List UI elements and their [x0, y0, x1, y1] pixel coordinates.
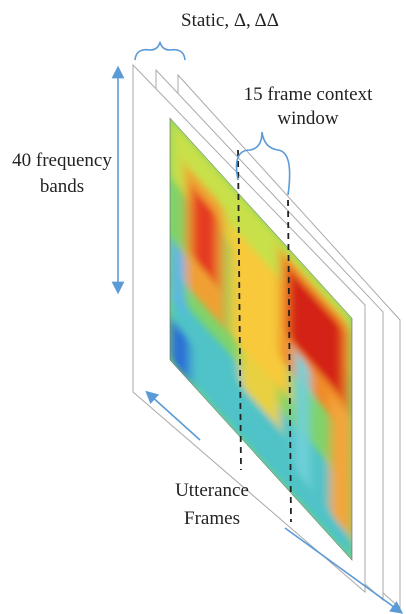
- feature-brace: [135, 42, 185, 60]
- context-label: 15 frame context: [244, 84, 373, 105]
- diagram: Static, Δ, ΔΔ 15 frame context window 40…: [0, 0, 406, 614]
- time-label: Utterance: [175, 480, 249, 501]
- frequency-label: bands: [40, 176, 84, 197]
- frequency-label: 40 frequency: [12, 150, 112, 171]
- time-label: Frames: [184, 508, 240, 529]
- context-label: window: [277, 108, 339, 129]
- feature-label: Static, Δ, ΔΔ: [181, 10, 279, 31]
